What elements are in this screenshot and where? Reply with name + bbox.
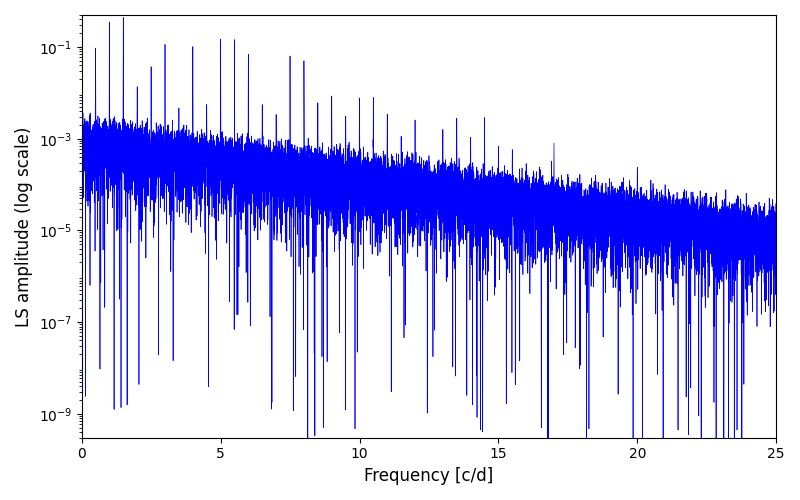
X-axis label: Frequency [c/d]: Frequency [c/d] (364, 467, 494, 485)
Y-axis label: LS amplitude (log scale): LS amplitude (log scale) (15, 126, 33, 326)
